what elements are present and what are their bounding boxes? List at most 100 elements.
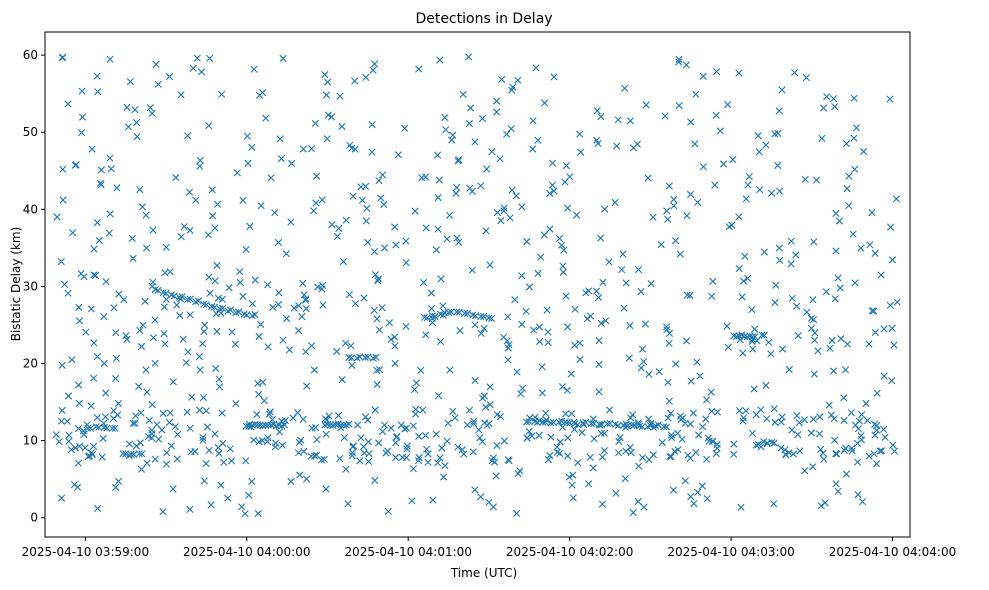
data-point	[384, 447, 392, 455]
data-point	[349, 442, 358, 450]
data-point	[752, 441, 760, 449]
data-point	[328, 221, 336, 229]
data-point	[793, 412, 801, 420]
data-point	[123, 335, 131, 343]
data-point	[256, 421, 264, 429]
data-point	[858, 498, 867, 506]
data-point	[194, 297, 202, 305]
data-point	[849, 230, 857, 238]
data-point	[542, 416, 550, 424]
data-point	[278, 441, 286, 449]
data-point	[87, 402, 95, 410]
data-point	[398, 453, 406, 461]
data-point	[68, 356, 76, 364]
data-point	[544, 328, 552, 336]
data-point	[250, 436, 258, 444]
data-point	[683, 291, 691, 299]
data-point	[300, 447, 308, 455]
data-point	[518, 272, 526, 280]
data-point	[373, 315, 381, 323]
data-point	[339, 258, 347, 266]
data-point	[442, 126, 450, 134]
data-point	[180, 223, 188, 231]
data-point	[93, 72, 101, 80]
data-point	[682, 337, 691, 345]
scatter-points	[52, 53, 901, 518]
data-point	[338, 122, 346, 131]
data-point	[392, 453, 400, 462]
data-point	[356, 457, 364, 465]
data-point	[758, 331, 766, 339]
data-point	[565, 473, 573, 481]
data-point	[665, 397, 673, 405]
data-point	[143, 388, 151, 396]
x-tick-label: 2025-04-10 04:01:00	[344, 545, 471, 559]
data-point	[188, 393, 196, 401]
data-point	[110, 304, 118, 312]
data-point	[703, 396, 711, 404]
data-point	[88, 145, 96, 153]
data-point	[663, 326, 671, 334]
data-point	[429, 496, 437, 504]
data-point	[681, 477, 689, 485]
data-point	[351, 77, 359, 85]
data-point	[78, 129, 86, 137]
data-point	[585, 480, 593, 488]
data-point	[789, 450, 798, 458]
data-point	[213, 200, 222, 208]
data-point	[544, 456, 552, 464]
data-point	[365, 457, 373, 466]
data-point	[165, 72, 174, 81]
data-point	[287, 218, 295, 226]
data-point	[723, 322, 731, 330]
data-point	[469, 311, 477, 319]
data-point	[514, 76, 522, 84]
data-point	[342, 465, 350, 473]
data-point	[397, 421, 405, 429]
data-point	[840, 394, 848, 402]
data-point	[571, 341, 579, 349]
data-point	[264, 281, 272, 289]
data-point	[294, 409, 302, 417]
data-point	[881, 433, 889, 441]
data-point	[511, 296, 519, 304]
data-point	[235, 308, 243, 316]
data-point	[725, 223, 733, 231]
data-point	[453, 234, 461, 242]
data-point	[503, 130, 511, 138]
data-point	[340, 434, 348, 442]
data-point	[765, 338, 773, 346]
data-point	[564, 323, 572, 331]
data-point	[500, 437, 508, 445]
data-point	[546, 225, 554, 233]
data-point	[595, 360, 603, 368]
data-point	[197, 68, 206, 76]
data-point	[307, 452, 315, 460]
data-point	[136, 186, 144, 194]
data-point	[106, 154, 114, 162]
data-point	[148, 401, 156, 409]
data-point	[254, 379, 262, 388]
data-point	[351, 300, 360, 308]
data-point	[525, 418, 533, 426]
data-point	[435, 176, 443, 184]
data-point	[483, 165, 491, 173]
data-point	[754, 132, 762, 140]
data-point	[176, 311, 184, 320]
data-point	[446, 366, 454, 374]
data-point	[310, 207, 318, 215]
data-point	[842, 140, 851, 148]
data-point	[313, 172, 321, 180]
data-point	[364, 238, 372, 246]
data-point	[695, 431, 703, 439]
y-tick-label: 0	[30, 511, 38, 525]
data-point	[345, 291, 353, 299]
data-point	[686, 420, 694, 428]
data-point	[546, 189, 554, 198]
data-point	[763, 415, 771, 423]
data-point	[793, 302, 801, 310]
data-point	[78, 113, 87, 121]
data-point	[831, 295, 839, 303]
data-point	[595, 293, 603, 302]
